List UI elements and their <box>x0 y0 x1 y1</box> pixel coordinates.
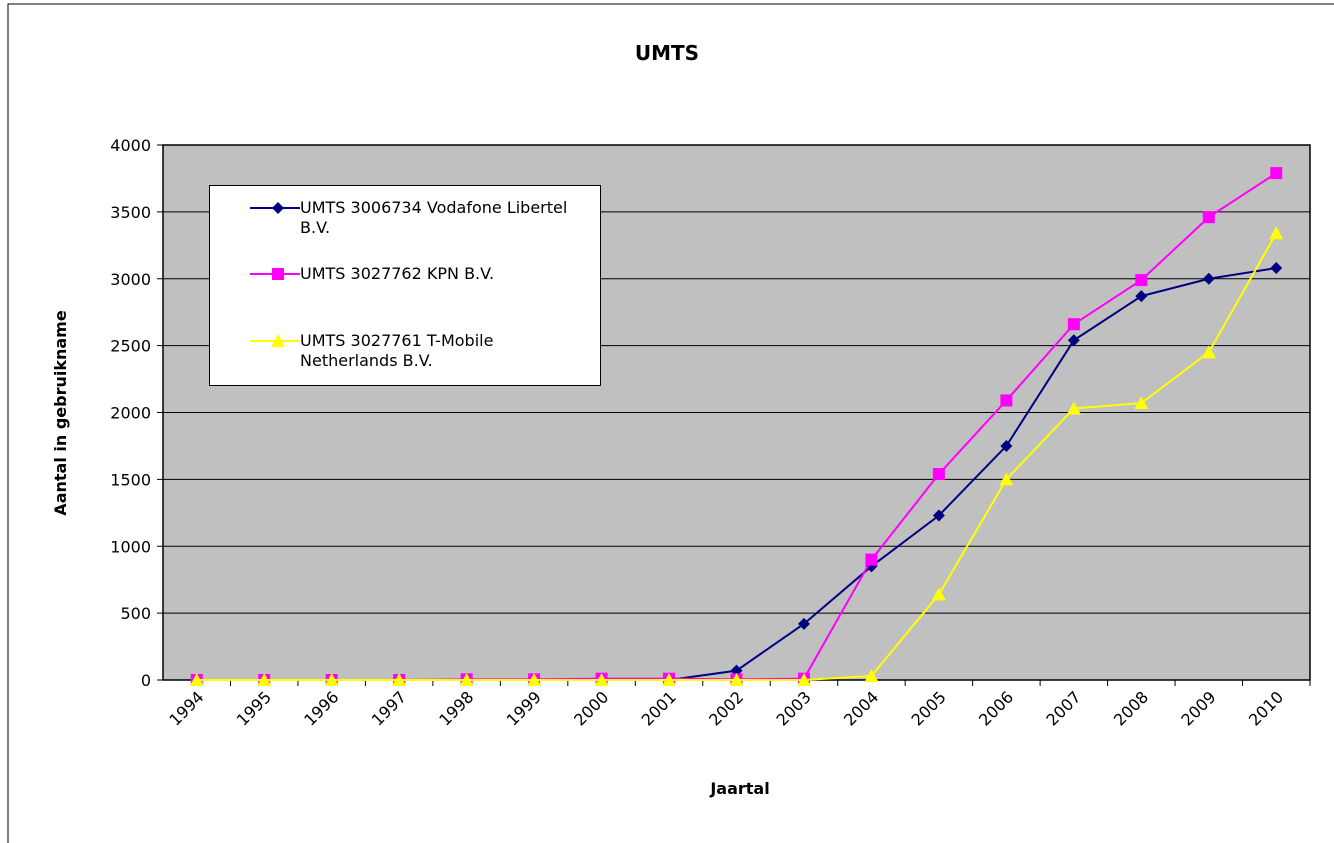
marker <box>1135 274 1148 287</box>
marker <box>1270 262 1283 275</box>
marker <box>392 673 407 686</box>
y-tick-label: 2000 <box>110 404 151 423</box>
marker <box>1201 345 1216 359</box>
marker <box>324 673 339 686</box>
marker <box>1067 334 1080 347</box>
y-tick-label: 4000 <box>110 136 151 155</box>
y-tick-label: 3000 <box>110 270 151 289</box>
marker <box>1202 211 1215 224</box>
marker <box>999 472 1014 486</box>
marker <box>1270 167 1283 180</box>
marker <box>272 202 284 214</box>
marker <box>459 673 474 686</box>
y-tick-label: 1500 <box>110 470 151 489</box>
y-tick-label: 1000 <box>110 537 151 556</box>
marker <box>931 587 946 601</box>
y-tick-label: 2500 <box>110 337 151 356</box>
legend-label: UMTS 3006734 Vodafone Libertel B.V. <box>300 198 568 237</box>
legend: UMTS 3006734 Vodafone Libertel B.V. UMTS … <box>209 185 601 386</box>
marker <box>864 668 879 682</box>
marker <box>1000 439 1013 452</box>
marker <box>729 673 744 686</box>
y-tick-label: 0 <box>141 671 151 690</box>
marker <box>1135 290 1148 303</box>
legend-label: UMTS 3027761 T-Mobile Netherlands B.V. <box>300 331 494 370</box>
marker <box>594 673 609 686</box>
y-tick-label: 3500 <box>110 203 151 222</box>
marker <box>796 673 811 686</box>
marker <box>1066 401 1081 415</box>
marker <box>865 553 878 566</box>
marker <box>257 673 272 686</box>
marker <box>271 334 285 347</box>
y-tick-label: 500 <box>120 604 151 623</box>
marker <box>1000 394 1013 407</box>
marker <box>1269 226 1284 240</box>
legend-label: UMTS 3027762 KPN B.V. <box>300 264 495 283</box>
legend-swatch <box>250 268 300 280</box>
marker <box>272 268 284 280</box>
marker <box>527 673 542 686</box>
marker <box>1067 318 1080 331</box>
marker <box>797 617 810 630</box>
legend-swatch <box>250 334 300 347</box>
marker <box>932 468 945 481</box>
marker <box>662 673 677 686</box>
chart-title: UMTS <box>635 41 699 65</box>
x-axis-title: Jaartal <box>709 779 769 798</box>
marker <box>1134 396 1149 410</box>
marker <box>932 509 945 522</box>
marker <box>189 673 204 686</box>
legend-swatch <box>250 202 300 214</box>
y-axis-title: Aantal in gebruikname <box>51 310 70 516</box>
marker <box>1202 272 1215 285</box>
